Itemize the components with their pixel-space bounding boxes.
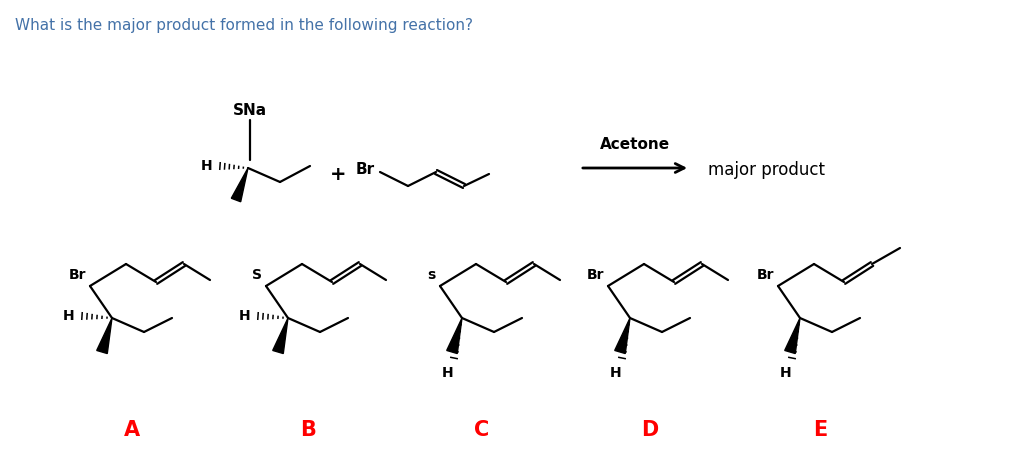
Text: What is the major product formed in the following reaction?: What is the major product formed in the … xyxy=(15,18,473,33)
Text: H: H xyxy=(201,159,212,173)
Text: major product: major product xyxy=(708,161,825,179)
Text: C: C xyxy=(474,420,489,440)
Text: H: H xyxy=(239,309,250,323)
Polygon shape xyxy=(231,168,248,202)
Polygon shape xyxy=(446,318,462,354)
Polygon shape xyxy=(272,318,288,354)
Text: H: H xyxy=(610,366,622,380)
Text: D: D xyxy=(641,420,658,440)
Text: Br: Br xyxy=(757,268,774,282)
Text: E: E xyxy=(813,420,827,440)
Text: Br: Br xyxy=(69,268,86,282)
Text: H: H xyxy=(780,366,792,380)
Text: s: s xyxy=(428,268,436,282)
Text: Br: Br xyxy=(356,163,375,177)
Text: H: H xyxy=(62,309,74,323)
Text: +: + xyxy=(330,165,346,185)
Text: A: A xyxy=(124,420,140,440)
Text: Acetone: Acetone xyxy=(600,137,670,152)
Text: SNa: SNa xyxy=(232,103,267,118)
Text: Br: Br xyxy=(587,268,604,282)
Polygon shape xyxy=(614,318,630,354)
Polygon shape xyxy=(784,318,800,354)
Text: H: H xyxy=(442,366,454,380)
Text: B: B xyxy=(300,420,316,440)
Text: S: S xyxy=(252,268,262,282)
Polygon shape xyxy=(96,318,112,354)
